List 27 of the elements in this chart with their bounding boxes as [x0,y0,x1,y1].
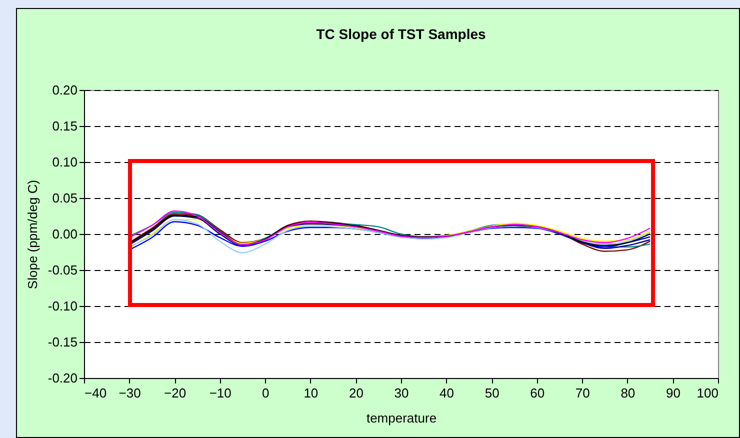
x-tick-label: −20 [164,386,186,400]
x-tick-label: 90 [666,386,680,400]
chart-title: TC Slope of TST Samples [316,26,486,42]
x-tick-label: 50 [484,386,500,400]
y-tick-label: -0.15 [48,334,78,350]
x-tick-label: 10 [304,386,318,400]
x-tick-label: 0 [262,386,270,400]
x-tick-label: 100 [696,386,718,400]
x-tick-label: 70 [575,386,590,400]
y-tick-label: 0.10 [52,154,78,170]
y-tick-label: -0.05 [48,262,78,278]
y-tick-label: 0.00 [52,226,78,242]
x-tick-label: 60 [530,386,545,400]
x-axis-title: temperature [366,410,437,426]
y-axis-title: Slope (ppm/deg C) [24,180,40,290]
y-tick-label: -0.10 [48,298,78,314]
y-tick-label: 0.05 [52,190,78,206]
x-tick-label: 30 [394,386,409,400]
x-tick-label: 20 [348,386,364,400]
x-tick-label: 80 [620,386,636,400]
x-tick-label: −10 [209,386,232,400]
y-tick-label: -0.20 [48,370,78,386]
x-tick-label: 40 [440,386,454,400]
y-tick-label: 0.20 [52,82,78,98]
x-tick-label: −40 [84,386,107,400]
x-tick-label: −30 [118,386,141,400]
y-tick-label: 0.15 [52,118,78,134]
